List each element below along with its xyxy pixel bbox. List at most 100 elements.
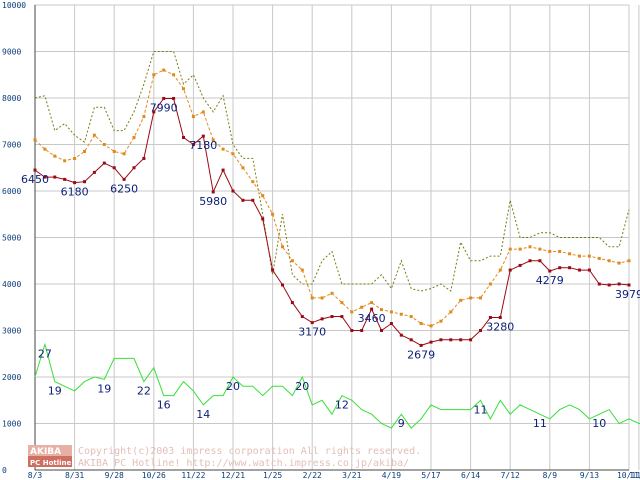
data-point-average xyxy=(320,296,324,300)
data-point-average xyxy=(281,245,284,249)
data-point-min xyxy=(201,134,205,138)
data-point-average xyxy=(201,110,205,114)
data-label-count: 19 xyxy=(97,382,111,395)
data-point-average xyxy=(112,149,116,153)
x-tick-label: 10/11 xyxy=(617,471,640,480)
data-point-average xyxy=(191,115,195,119)
y-tick-label: 8000 xyxy=(2,94,21,103)
data-point-min xyxy=(587,268,591,272)
data-point-min xyxy=(459,338,463,342)
data-point-min xyxy=(92,170,96,174)
data-point-average xyxy=(429,324,433,328)
data-point-min xyxy=(479,329,482,332)
data-point-average xyxy=(300,268,304,272)
y-tick-label: 3000 xyxy=(2,327,21,336)
watermark-url: AKIBA PC Hotline! http://www.watch.impre… xyxy=(78,458,409,469)
data-point-min xyxy=(607,283,611,287)
data-point-min xyxy=(142,156,146,160)
data-point-average xyxy=(63,159,67,163)
x-tick-label: 11/8 xyxy=(629,471,640,480)
data-point-min xyxy=(241,198,245,202)
data-point-min xyxy=(597,282,601,286)
data-point-average xyxy=(251,180,255,184)
series-line-average xyxy=(34,69,630,327)
data-point-min xyxy=(221,168,225,172)
data-point-min xyxy=(152,110,156,114)
data-label-count: 20 xyxy=(226,380,240,393)
data-point-average xyxy=(102,143,106,146)
data-point-average xyxy=(578,254,581,258)
data-point-min xyxy=(488,315,492,319)
data-point-min xyxy=(370,307,374,311)
data-point-min xyxy=(63,177,67,181)
data-point-average xyxy=(172,73,176,77)
data-point-min xyxy=(172,96,176,100)
data-point-average xyxy=(399,312,403,316)
data-point-min xyxy=(409,338,413,342)
data-point-min xyxy=(340,315,344,319)
data-point-min xyxy=(449,338,453,342)
x-tick-label: 6/14 xyxy=(461,471,480,480)
data-point-average xyxy=(617,261,621,265)
x-tick-label: 12/21 xyxy=(221,471,245,480)
data-point-min xyxy=(191,143,195,146)
data-point-min xyxy=(271,268,275,272)
data-point-min xyxy=(350,329,354,332)
y-tick-label: 5000 xyxy=(2,234,21,243)
data-point-min xyxy=(182,136,185,140)
y-tick-label: 7000 xyxy=(2,141,21,150)
data-point-min xyxy=(558,266,562,270)
watermark-logo-line2: PC Hotline xyxy=(30,459,72,467)
data-point-average xyxy=(241,166,245,170)
x-tick-label: 8/3 xyxy=(28,471,43,480)
data-point-average xyxy=(182,87,185,91)
data-point-average xyxy=(607,259,611,263)
data-label-count: 9 xyxy=(398,417,405,430)
data-point-average xyxy=(271,212,275,216)
data-point-average xyxy=(419,322,423,326)
watermark: AKIBA PC Hotline Copyright(c)2003 impres… xyxy=(28,445,421,469)
series xyxy=(33,51,640,429)
data-point-average xyxy=(370,301,374,305)
data-point-min xyxy=(290,301,294,305)
y-tick-label: 4000 xyxy=(2,280,21,289)
data-point-average xyxy=(73,156,77,160)
data-point-min xyxy=(320,317,324,321)
data-label-count: 20 xyxy=(295,380,309,393)
data-label-min: 7180 xyxy=(189,139,217,152)
data-point-average xyxy=(538,247,542,251)
data-point-average xyxy=(43,147,47,151)
data-label-count: 11 xyxy=(474,403,488,416)
data-label-min: 3460 xyxy=(358,312,386,325)
data-point-average xyxy=(152,73,156,77)
data-point-average xyxy=(389,310,393,314)
y-tick-label: 2000 xyxy=(2,373,21,382)
series-line-max xyxy=(34,51,630,292)
data-point-min xyxy=(53,175,57,179)
data-point-average xyxy=(122,152,126,156)
data-point-average xyxy=(221,147,225,151)
data-point-average xyxy=(53,154,57,158)
data-label-count: 11 xyxy=(533,417,547,430)
data-point-min xyxy=(389,322,393,326)
data-point-average xyxy=(380,308,383,312)
data-label-count: 12 xyxy=(335,399,349,412)
data-point-average xyxy=(528,245,532,249)
data-point-min xyxy=(508,268,512,272)
data-label-count: 22 xyxy=(137,385,151,398)
data-point-average xyxy=(449,310,453,314)
data-label-count: 19 xyxy=(48,385,62,398)
data-point-min xyxy=(83,180,86,184)
watermark-logo-line1: AKIBA xyxy=(30,447,61,457)
data-label-min: 6250 xyxy=(110,182,138,195)
data-label-min: 4279 xyxy=(536,274,564,287)
data-point-average xyxy=(211,138,215,142)
data-point-min xyxy=(399,333,403,337)
data-point-average xyxy=(92,133,96,137)
data-point-average xyxy=(498,268,502,272)
data-point-average xyxy=(33,138,37,142)
data-label-min: 7990 xyxy=(150,101,178,114)
watermark-logo-box-bottom xyxy=(28,456,72,467)
series-line-count xyxy=(34,342,640,429)
data-point-average xyxy=(231,152,235,156)
